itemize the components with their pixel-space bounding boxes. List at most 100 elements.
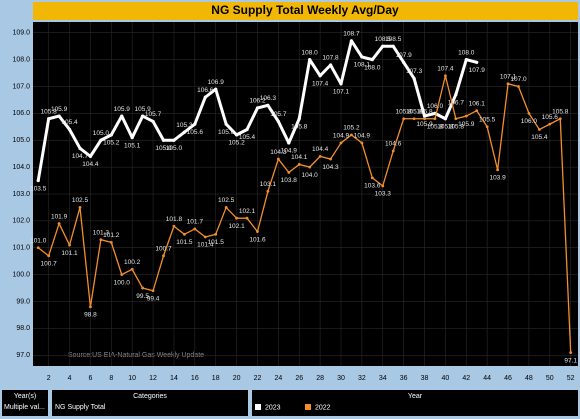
x-tick-label: 26: [295, 375, 303, 382]
data-label: 105.5: [479, 117, 496, 124]
x-tick-label: 16: [191, 375, 199, 382]
data-label: 105.1: [124, 142, 141, 149]
point: [36, 178, 40, 183]
x-tick-label: 24: [274, 375, 282, 382]
data-label: 105.2: [228, 140, 245, 147]
point: [402, 60, 406, 64]
data-label: 105.6: [218, 129, 235, 136]
x-tick-label: 6: [88, 375, 92, 382]
x-tick-label: 14: [170, 375, 178, 382]
data-label: 104.4: [312, 146, 329, 153]
data-label: 105.8: [448, 123, 465, 130]
legend-label: 2023: [265, 404, 281, 411]
x-tick-label: 30: [337, 375, 345, 382]
point: [370, 58, 374, 62]
point: [224, 122, 228, 126]
data-label: 102.5: [218, 197, 235, 204]
data-label: 104.9: [333, 133, 350, 140]
point: [266, 189, 270, 193]
data-label: 105.0: [155, 145, 172, 152]
data-label: 107.0: [510, 76, 527, 83]
point: [558, 117, 562, 121]
data-label: 108.0: [302, 49, 319, 56]
data-label: 102.1: [228, 223, 245, 230]
point: [162, 254, 165, 258]
point: [109, 240, 113, 244]
x-tick-label: 34: [379, 375, 387, 382]
filter-box[interactable]: [52, 390, 248, 416]
data-label: 105.7: [145, 111, 162, 118]
point: [339, 141, 343, 145]
point: [329, 157, 332, 161]
point: [255, 106, 260, 110]
point: [328, 63, 333, 67]
x-tick-label: 4: [68, 375, 72, 382]
filter-value[interactable]: NG Supply Total: [55, 404, 106, 411]
point: [89, 305, 92, 309]
data-label: 108.7: [343, 31, 360, 38]
data-label: 106.6: [197, 87, 214, 94]
point: [381, 44, 385, 48]
data-label: 105.8: [552, 108, 569, 115]
data-label: 101.9: [51, 213, 68, 220]
point: [297, 163, 301, 166]
x-tick-label: 22: [254, 375, 262, 382]
data-label: 105.2: [343, 125, 360, 132]
point: [287, 171, 291, 174]
data-label: 101.6: [249, 236, 266, 243]
y-tick-label: 108.0: [12, 56, 30, 63]
point: [99, 138, 103, 142]
data-label: 106.0: [427, 103, 444, 110]
point: [141, 114, 145, 118]
point: [370, 176, 374, 180]
data-label: 105.4: [531, 134, 548, 141]
data-label: 99.4: [147, 295, 160, 302]
y-tick-label: 104.0: [12, 164, 30, 171]
x-tick-label: 2: [47, 375, 51, 382]
data-label: 105.4: [61, 119, 78, 126]
data-label: 108.0: [364, 64, 381, 71]
data-label: 100.7: [155, 246, 172, 253]
point: [67, 127, 72, 132]
data-label: 107.3: [406, 68, 423, 75]
point: [423, 117, 426, 121]
x-tick-label: 10: [128, 375, 136, 382]
data-label: 104.0: [302, 172, 319, 179]
data-label: 107.9: [396, 52, 413, 59]
point: [391, 44, 395, 48]
data-label: 99.5: [136, 293, 149, 300]
x-tick-label: 40: [442, 375, 450, 382]
point: [130, 135, 134, 140]
point: [422, 114, 427, 118]
point: [454, 92, 458, 97]
point: [506, 82, 510, 86]
point: [496, 168, 500, 172]
point: [412, 117, 416, 121]
filter-title: Categories: [133, 393, 167, 400]
point: [68, 243, 71, 247]
x-tick-label: 32: [358, 375, 366, 382]
point: [308, 58, 312, 62]
y-tick-label: 106.0: [12, 110, 30, 117]
point: [444, 74, 447, 78]
data-label: 106.3: [260, 95, 277, 102]
series-line: [37, 75, 572, 353]
data-label: 105.4: [239, 134, 256, 141]
data-label: 100.7: [41, 261, 58, 268]
data-label: 104.1: [291, 154, 308, 161]
point: [464, 114, 468, 118]
data-label: 97.1: [564, 357, 577, 364]
data-label: 103.5: [30, 185, 47, 192]
data-label: 105.8: [291, 123, 308, 130]
data-label: 103.9: [489, 175, 506, 182]
data-label: 105.0: [93, 130, 110, 137]
point: [443, 117, 448, 121]
data-label: 103.6: [364, 183, 381, 190]
data-label: 104.9: [281, 148, 298, 155]
title-bar: [33, 2, 578, 20]
point: [349, 39, 354, 43]
point: [172, 138, 176, 142]
filter-box[interactable]: [2, 390, 48, 416]
data-label: 108.5: [375, 36, 392, 43]
filter-value[interactable]: Multiple val...: [4, 404, 45, 411]
